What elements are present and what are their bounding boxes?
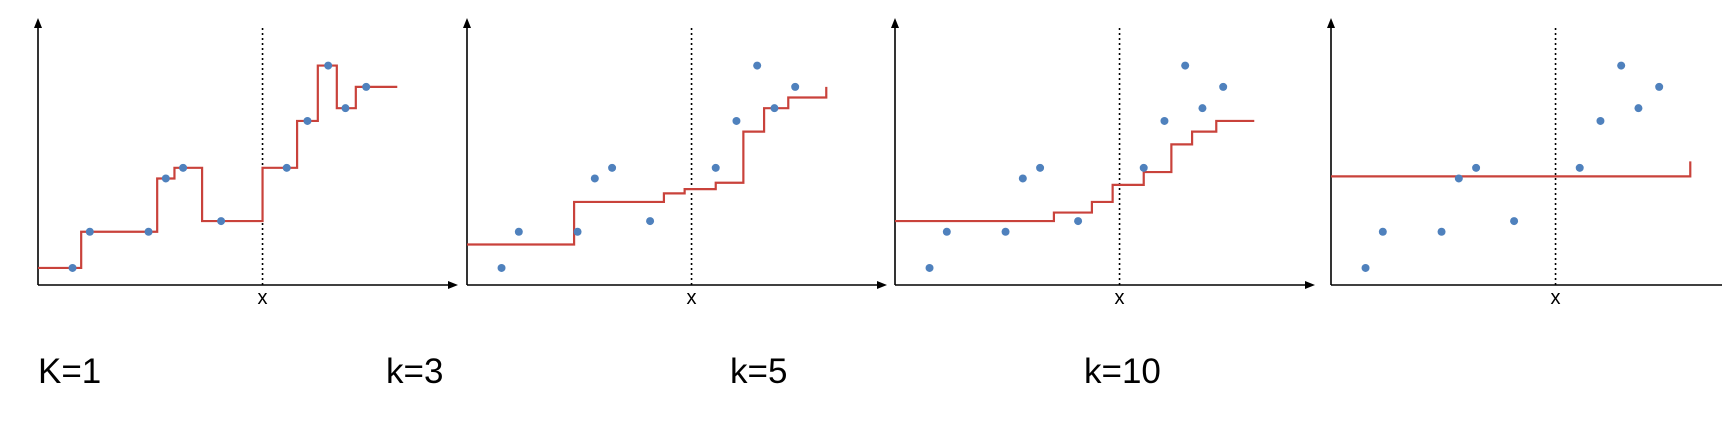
data-point (1198, 104, 1207, 113)
data-point (732, 116, 741, 125)
data-point (1575, 163, 1584, 172)
data-point (573, 227, 582, 236)
data-point (497, 263, 506, 272)
x-axis-arrow (1305, 281, 1315, 289)
data-point (770, 104, 779, 113)
data-point (1160, 116, 1169, 125)
query-x-tick-label: x (687, 287, 697, 309)
data-point (590, 174, 599, 183)
data-point (1634, 104, 1643, 113)
data-point (1139, 163, 1148, 172)
k10-label: k=10 (1084, 352, 1161, 391)
knn-fit-line (38, 64, 398, 270)
y-axis-arrow (1327, 18, 1335, 28)
data-point (1074, 217, 1083, 226)
query-x-tick-label: x (1115, 287, 1125, 309)
data-point (1001, 227, 1010, 236)
data-point (1510, 217, 1519, 226)
data-point (1219, 82, 1228, 91)
data-point (1472, 163, 1481, 172)
panel-k3: x (463, 18, 887, 309)
data-point (282, 163, 291, 172)
data-point (324, 61, 333, 70)
data-point (1655, 82, 1664, 91)
panel-k5: x (891, 18, 1315, 309)
data-point (942, 227, 951, 236)
y-axis-arrow (34, 18, 42, 28)
data-point (217, 217, 226, 226)
knn-regression-figure: x x x x (34, 18, 1722, 309)
panel-k1: x (34, 18, 458, 309)
knn-fit-line (895, 119, 1255, 223)
data-point (68, 263, 77, 272)
data-point (646, 217, 655, 226)
data-point (1437, 227, 1446, 236)
data-point (362, 82, 371, 91)
data-point (144, 227, 153, 236)
data-point (1181, 61, 1190, 70)
data-point (1454, 174, 1463, 183)
data-point (608, 163, 617, 172)
k3-label: k=3 (386, 352, 444, 391)
x-axis-arrow (877, 281, 887, 289)
data-point (1018, 174, 1027, 183)
query-x-tick-label: x (1551, 287, 1561, 309)
data-point (711, 163, 720, 172)
y-axis-arrow (463, 18, 471, 28)
x-axis-arrow (448, 281, 458, 289)
data-point (161, 174, 170, 183)
panel-k10: x (1327, 18, 1722, 309)
query-x-tick-label: x (258, 287, 268, 309)
data-point (341, 104, 350, 113)
data-point (1617, 61, 1626, 70)
knn-fit-line (467, 86, 828, 246)
data-point (1378, 227, 1387, 236)
k1-label: K=1 (38, 352, 102, 391)
data-point (1036, 163, 1045, 172)
data-point (179, 163, 188, 172)
k5-label: k=5 (730, 352, 788, 391)
data-point (514, 227, 523, 236)
knn-fit-line (1331, 161, 1692, 178)
data-point (85, 227, 94, 236)
data-point (753, 61, 762, 70)
data-point (1361, 263, 1370, 272)
y-axis-arrow (891, 18, 899, 28)
data-point (925, 263, 934, 272)
data-point (303, 116, 312, 125)
data-point (1596, 116, 1605, 125)
data-point (791, 82, 800, 91)
